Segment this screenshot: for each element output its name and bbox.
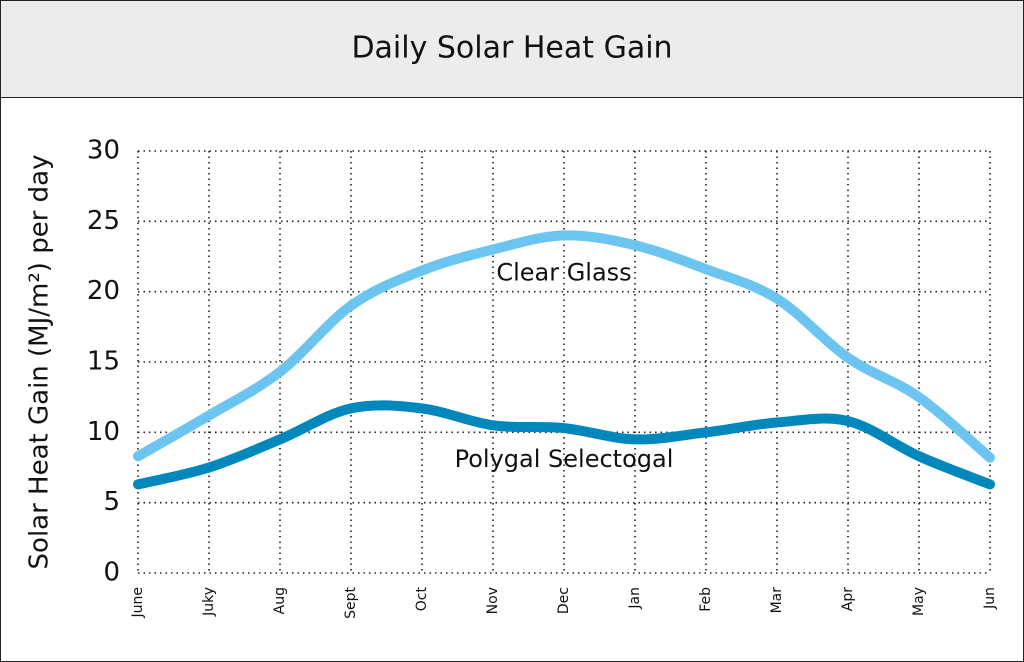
series-label: Clear Glass <box>496 258 631 286</box>
x-tick-label: June <box>130 587 146 619</box>
y-tick-label: 15 <box>87 347 120 377</box>
x-tick-label: Mar <box>769 587 785 614</box>
x-tick-label: Sept <box>343 587 359 619</box>
y-tick-label: 0 <box>103 558 120 588</box>
x-tick-label: Feb <box>698 587 714 612</box>
x-tick-label: May <box>911 587 927 616</box>
x-tick-label: Oct <box>414 587 430 612</box>
x-tick-label: Nov <box>485 587 501 614</box>
x-tick-label: Juky <box>201 587 217 617</box>
y-tick-label: 10 <box>87 417 120 447</box>
y-tick-label: 20 <box>87 276 120 306</box>
series-label: Polygal Selectogal <box>455 445 674 473</box>
x-tick-label: Jun <box>982 587 998 610</box>
y-tick-label: 30 <box>87 136 120 166</box>
y-tick-label: 5 <box>103 487 120 517</box>
title-box <box>0 0 1024 98</box>
x-tick-label: Apr <box>840 587 856 611</box>
chart-title: Daily Solar Heat Gain <box>351 31 672 66</box>
x-tick-label: Dec <box>556 587 572 614</box>
y-axis-label: Solar Heat Gain (MJ/m²) per day <box>25 155 55 570</box>
x-tick-label: Jan <box>627 587 643 610</box>
x-tick-label: Aug <box>272 587 288 614</box>
series-line <box>133 400 995 490</box>
y-tick-label: 25 <box>87 206 120 236</box>
series-line <box>133 230 995 463</box>
